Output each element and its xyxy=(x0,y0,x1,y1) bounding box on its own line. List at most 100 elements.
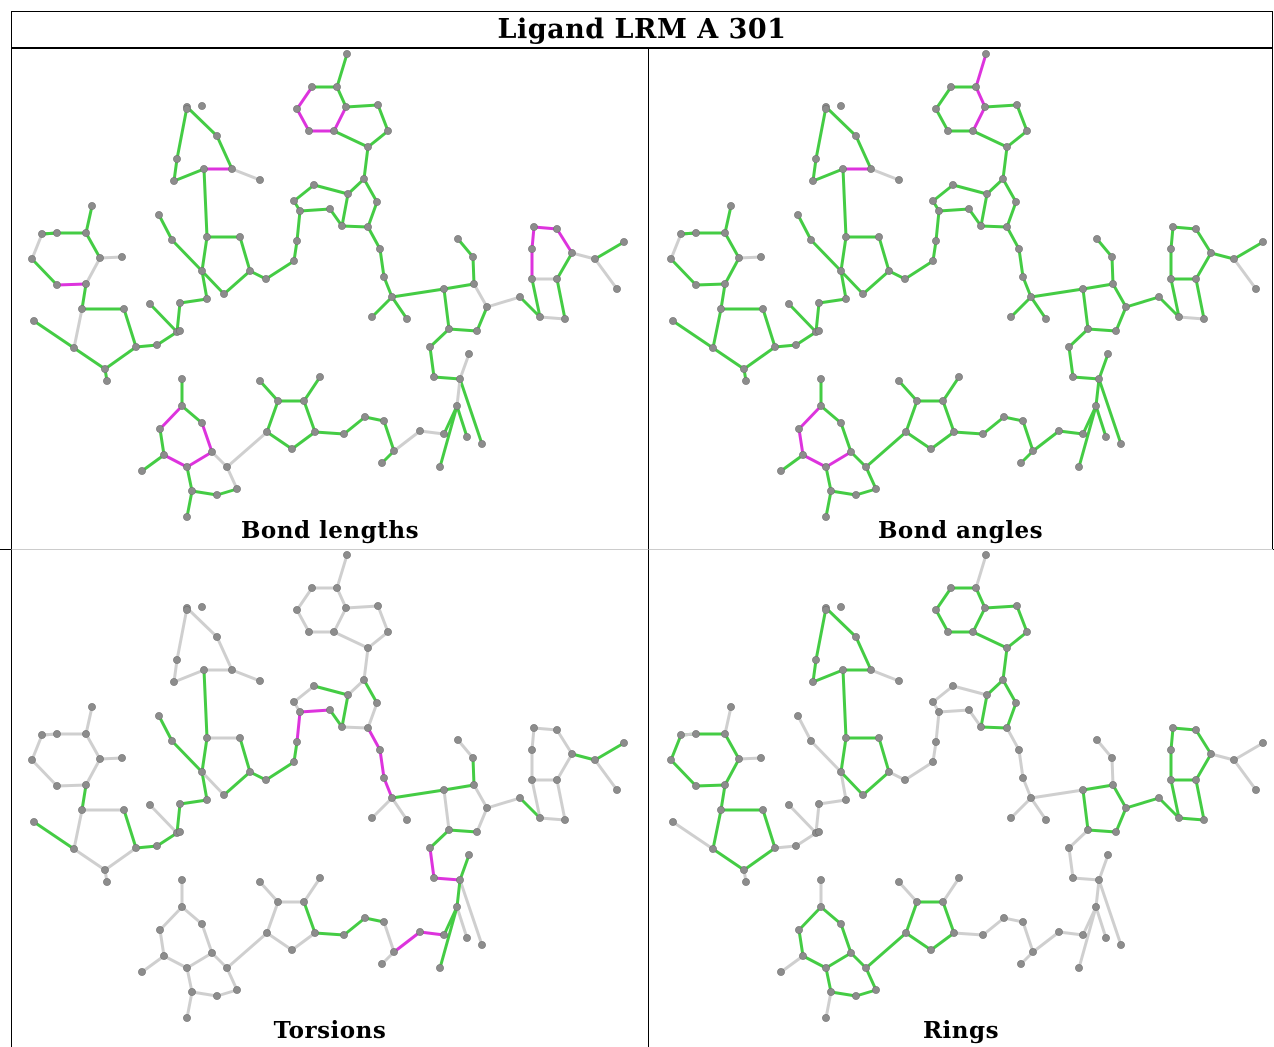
atom xyxy=(463,934,471,942)
bond xyxy=(1194,752,1213,782)
bond xyxy=(952,931,985,937)
atom xyxy=(290,758,298,766)
bond xyxy=(155,831,179,848)
bond xyxy=(593,257,619,291)
bond xyxy=(1094,377,1101,408)
atom xyxy=(794,712,802,720)
bond xyxy=(392,930,422,954)
atom xyxy=(53,281,61,289)
atom xyxy=(308,584,316,592)
bond xyxy=(839,421,853,454)
bond xyxy=(952,430,985,436)
bond xyxy=(175,301,182,334)
bond xyxy=(185,966,194,994)
atom xyxy=(895,878,903,886)
bond xyxy=(225,430,269,469)
atom xyxy=(176,800,184,808)
atom xyxy=(223,463,231,471)
atom xyxy=(955,373,963,381)
atom xyxy=(374,101,382,109)
atom xyxy=(483,804,491,812)
atom xyxy=(296,207,304,215)
bond xyxy=(941,876,961,904)
atom xyxy=(935,207,943,215)
atom xyxy=(146,300,154,308)
atom xyxy=(799,451,807,459)
atom xyxy=(1065,844,1073,852)
bond xyxy=(32,820,76,851)
atom xyxy=(817,375,825,383)
atom xyxy=(160,952,168,960)
atom xyxy=(445,325,453,333)
bond xyxy=(711,847,746,872)
atom xyxy=(198,603,206,611)
atom xyxy=(1003,223,1011,231)
atom xyxy=(1029,447,1037,455)
bond xyxy=(1021,419,1035,453)
atom xyxy=(809,678,817,686)
bond xyxy=(1021,920,1035,954)
atom xyxy=(168,236,176,244)
atom xyxy=(454,736,462,744)
atom xyxy=(1207,750,1215,758)
bond xyxy=(200,922,214,955)
atom xyxy=(203,796,211,804)
bond xyxy=(1232,741,1265,762)
atom xyxy=(1013,602,1021,610)
atom xyxy=(176,299,184,307)
atom xyxy=(777,467,785,475)
page-title: Ligand LRM A 301 xyxy=(497,14,787,45)
bond xyxy=(839,922,853,955)
atom xyxy=(155,211,163,219)
atom xyxy=(591,756,599,764)
atom xyxy=(416,427,424,435)
bond xyxy=(711,307,723,350)
atom xyxy=(785,300,793,308)
bond xyxy=(904,399,919,434)
bond xyxy=(555,778,567,822)
atom xyxy=(53,730,61,738)
atom xyxy=(30,317,38,325)
atom xyxy=(88,703,96,711)
atom xyxy=(256,878,264,886)
atom xyxy=(1167,245,1175,253)
bond xyxy=(264,760,296,782)
bond xyxy=(829,489,858,497)
atom xyxy=(1023,127,1031,135)
bond xyxy=(1094,404,1108,439)
bond xyxy=(485,796,522,810)
atom xyxy=(200,666,208,674)
atom xyxy=(236,734,244,742)
atom xyxy=(28,756,36,764)
bond xyxy=(839,770,848,802)
atom xyxy=(1069,373,1077,381)
atom xyxy=(288,946,296,954)
atom xyxy=(561,816,569,824)
bond xyxy=(1232,758,1258,792)
atom xyxy=(330,628,338,636)
atom xyxy=(913,898,921,906)
bond xyxy=(979,192,989,228)
bond xyxy=(290,931,317,952)
atom xyxy=(872,485,880,493)
bond xyxy=(332,105,348,133)
bond xyxy=(390,796,409,822)
atom xyxy=(290,257,298,265)
atom xyxy=(528,245,536,253)
atom xyxy=(178,402,186,410)
bond xyxy=(455,905,469,940)
atom xyxy=(228,666,236,674)
atom xyxy=(1019,774,1027,782)
atom xyxy=(929,698,937,706)
atom xyxy=(1104,851,1112,859)
molecule-bond-angles xyxy=(667,50,1267,521)
atom xyxy=(343,551,351,559)
bond xyxy=(456,237,475,259)
bond xyxy=(180,905,204,926)
bond xyxy=(295,710,302,744)
atom xyxy=(837,102,845,110)
atom xyxy=(1117,440,1125,448)
bond xyxy=(530,778,542,820)
bond xyxy=(839,736,848,774)
bond xyxy=(1081,282,1115,291)
